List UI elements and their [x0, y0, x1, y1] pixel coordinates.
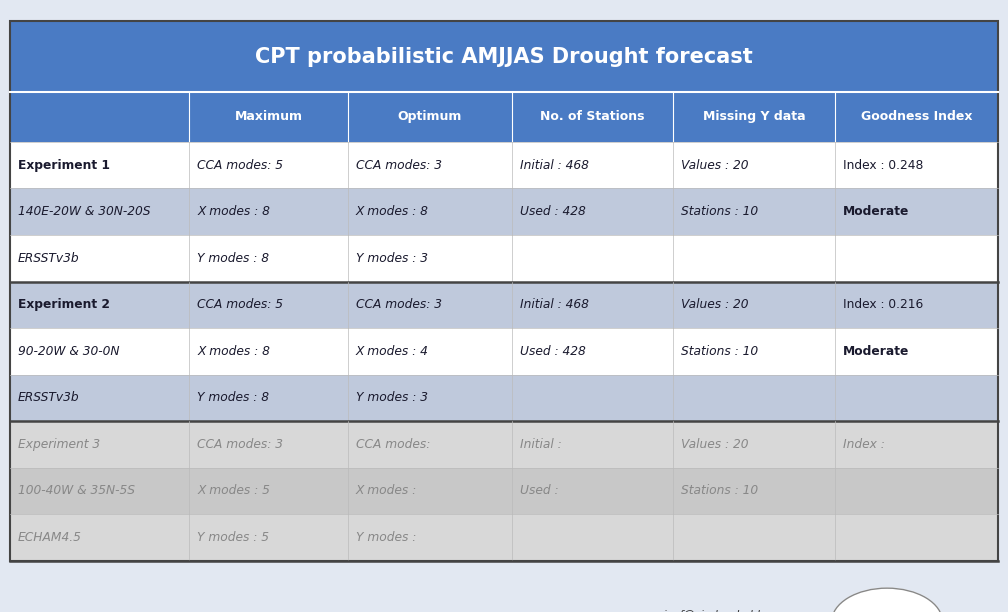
Text: X modes : 8: X modes : 8: [198, 345, 270, 358]
Bar: [348, 92, 512, 142]
Text: X modes : 4: X modes : 4: [356, 345, 428, 358]
Bar: [836, 92, 998, 142]
Text: Y modes : 5: Y modes : 5: [198, 531, 269, 544]
Text: ERSSTv3b: ERSSTv3b: [18, 252, 80, 265]
Text: X modes : 5: X modes : 5: [198, 484, 270, 498]
Text: Goodness Index: Goodness Index: [861, 110, 973, 124]
Text: 90-20W & 30-0N: 90-20W & 30-0N: [18, 345, 120, 358]
Text: Index : 0.216: Index : 0.216: [844, 298, 923, 312]
Text: Stations : 10: Stations : 10: [681, 205, 759, 218]
Bar: [512, 92, 673, 142]
Text: No. of Stations: No. of Stations: [540, 110, 645, 124]
Bar: [10, 188, 998, 235]
Text: Experiment 1: Experiment 1: [18, 159, 110, 172]
Text: X modes : 8: X modes : 8: [198, 205, 270, 218]
Text: Index : 0.248: Index : 0.248: [844, 159, 923, 172]
Text: Initial : 468: Initial : 468: [520, 298, 589, 312]
Text: Y modes : 8: Y modes : 8: [198, 252, 269, 265]
Text: Used : 428: Used : 428: [520, 345, 586, 358]
Text: Values : 20: Values : 20: [681, 159, 749, 172]
Text: Values : 20: Values : 20: [681, 298, 749, 312]
Text: Values : 20: Values : 20: [681, 438, 749, 451]
Text: X modes : 8: X modes : 8: [356, 205, 428, 218]
Text: Maximum: Maximum: [235, 110, 302, 124]
Text: CPT probabilistic AMJJAS Drought forecast: CPT probabilistic AMJJAS Drought forecas…: [255, 47, 753, 67]
Bar: [10, 421, 998, 468]
Text: Index :: Index :: [844, 438, 885, 451]
Text: Moderate: Moderate: [844, 345, 909, 358]
Text: CCA modes:: CCA modes:: [356, 438, 430, 451]
Text: CCA modes: 3: CCA modes: 3: [198, 438, 283, 451]
Text: CCA modes: 5: CCA modes: 5: [198, 159, 283, 172]
Text: Used : 428: Used : 428: [520, 205, 586, 218]
Text: Experiment 3: Experiment 3: [18, 438, 100, 451]
Text: Optimum: Optimum: [397, 110, 462, 124]
Circle shape: [832, 588, 942, 612]
Text: Stations : 10: Stations : 10: [681, 345, 759, 358]
Text: Y modes :: Y modes :: [356, 531, 416, 544]
Text: Moderate: Moderate: [844, 205, 909, 218]
Text: 100-40W & 35N-5S: 100-40W & 35N-5S: [18, 484, 135, 498]
Text: Experiment 2: Experiment 2: [18, 298, 110, 312]
Bar: [10, 92, 190, 142]
Text: CCA modes: 5: CCA modes: 5: [198, 298, 283, 312]
Text: ERSSTv3b: ERSSTv3b: [18, 391, 80, 405]
Bar: [10, 282, 998, 328]
Text: caricof@cimh.edu.bb: caricof@cimh.edu.bb: [646, 610, 765, 612]
Bar: [10, 21, 998, 92]
Bar: [10, 235, 998, 282]
Text: CCA modes: 3: CCA modes: 3: [356, 159, 442, 172]
Text: ECHAM4.5: ECHAM4.5: [18, 531, 82, 544]
Text: X modes :: X modes :: [356, 484, 417, 498]
Bar: [673, 92, 836, 142]
Text: Initial : 468: Initial : 468: [520, 159, 589, 172]
Bar: [10, 328, 998, 375]
Text: Y modes : 3: Y modes : 3: [356, 391, 428, 405]
Text: Used :: Used :: [520, 484, 558, 498]
Text: Initial :: Initial :: [520, 438, 561, 451]
Text: 140E-20W & 30N-20S: 140E-20W & 30N-20S: [18, 205, 150, 218]
Bar: [10, 375, 998, 421]
Bar: [10, 21, 998, 561]
Text: Missing Y data: Missing Y data: [703, 110, 805, 124]
Bar: [10, 142, 998, 188]
Text: Stations : 10: Stations : 10: [681, 484, 759, 498]
Bar: [10, 514, 998, 561]
Text: Y modes : 3: Y modes : 3: [356, 252, 428, 265]
Text: CCA modes: 3: CCA modes: 3: [356, 298, 442, 312]
Bar: [190, 92, 348, 142]
Text: Y modes : 8: Y modes : 8: [198, 391, 269, 405]
Bar: [10, 468, 998, 514]
